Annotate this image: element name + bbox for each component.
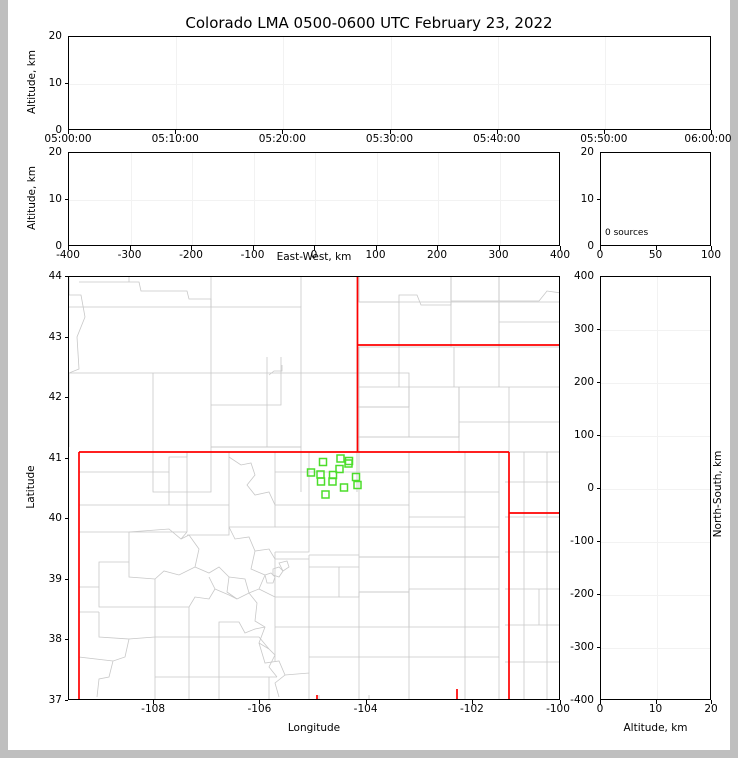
tick-label: 0	[596, 703, 604, 715]
tick-label: 42	[48, 391, 62, 404]
tick-label: 37	[48, 694, 62, 706]
tick-label: 05:00:00	[44, 133, 92, 145]
tick-label: 43	[48, 330, 62, 343]
panel-plan-view-map[interactable]	[68, 276, 560, 700]
panel-eastwest-height[interactable]	[68, 152, 560, 246]
panel-northsouth-height[interactable]	[600, 276, 711, 700]
tick-label: 0	[587, 482, 594, 494]
tick-label: 0	[587, 240, 594, 252]
tick-label: -106	[247, 703, 272, 715]
figure-title: Colorado LMA 0500-0600 UTC February 23, …	[185, 14, 553, 32]
tick-label: 0	[596, 249, 604, 261]
tick-label: 10	[48, 193, 62, 205]
tick-label: 300	[573, 323, 594, 335]
tick-label: -400	[570, 694, 594, 706]
panel-altitude-histogram[interactable]	[600, 152, 711, 246]
tick-label: 10	[648, 703, 663, 715]
tick-label: 05:30:00	[365, 133, 414, 145]
tick-label: -104	[353, 703, 378, 715]
axis-label-eastwest: East-West, km	[276, 251, 352, 263]
tick-label: 200	[573, 376, 594, 388]
tick-label: 50	[648, 249, 663, 261]
tick-label: 100	[573, 429, 594, 441]
source-count-annotation: 0 sources	[605, 228, 649, 238]
tick-label: -108	[141, 703, 166, 715]
axis-label-altitude-bottom: Altitude, km	[623, 722, 688, 734]
tick-label: 100	[365, 249, 386, 261]
axis-label-altitude: Altitude, km	[26, 50, 38, 115]
axis-label-latitude: Latitude	[25, 465, 37, 509]
tick-label: 0	[55, 124, 62, 136]
tick-label: 05:20:00	[258, 133, 306, 145]
axis-label-longitude: Longitude	[287, 722, 341, 734]
tick-label: -100	[240, 249, 265, 261]
tick-label: -200	[570, 588, 594, 600]
tick-label: 20	[704, 703, 718, 715]
tick-label: -102	[459, 703, 484, 715]
tick-label: 10	[580, 193, 594, 205]
tick-label: 05:40:00	[473, 133, 521, 145]
tick-label: 41	[48, 451, 62, 464]
axis-label-northsouth: North-South, km	[712, 450, 724, 538]
tick-label: 05:10:00	[151, 133, 199, 145]
tick-label: -200	[179, 249, 203, 261]
tick-label: 0	[310, 249, 318, 261]
tick-label: -100	[570, 535, 594, 547]
tick-label: 20	[48, 30, 62, 42]
tick-label: 200	[426, 249, 448, 261]
tick-label: 300	[488, 249, 509, 261]
tick-label: 40	[48, 512, 62, 525]
tick-label: 20	[48, 146, 62, 158]
tick-label: 0	[55, 240, 62, 252]
lma-source-markers	[306, 454, 362, 499]
figure-canvas: Colorado LMA 0500-0600 UTC February 23, …	[8, 0, 732, 750]
tick-label: 44	[48, 270, 62, 282]
tick-label: 20	[580, 146, 594, 158]
tick-label: 10	[48, 77, 62, 89]
tick-label: 400	[573, 270, 594, 282]
axis-label-altitude: Altitude, km	[26, 166, 38, 231]
panel-time-height[interactable]	[68, 36, 711, 130]
tick-label: 400	[549, 249, 571, 261]
tick-label: 100	[700, 249, 722, 261]
tick-label: -400	[56, 249, 80, 261]
map-graphic	[69, 277, 559, 699]
tick-label: -100	[546, 703, 570, 715]
tick-label: 05:50:00	[580, 133, 628, 145]
tick-label: 06:00:00	[684, 133, 732, 145]
tick-label: 38	[48, 633, 62, 646]
tick-label: -300	[570, 641, 594, 653]
tick-label: -300	[117, 249, 142, 261]
tick-label: 39	[48, 572, 62, 585]
